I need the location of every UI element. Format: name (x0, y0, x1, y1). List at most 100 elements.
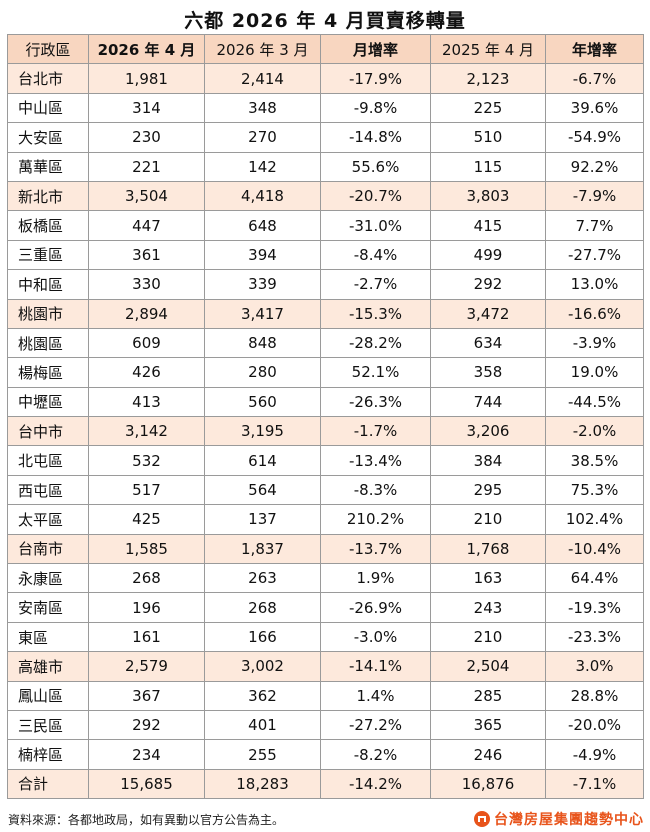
apr-2026-value: 413 (88, 386, 205, 418)
transfer-volume-table: 行政區 2026 年 4 月 2026 年 3 月 月增率 2025 年 4 月… (7, 33, 644, 800)
yoy-rate: 19.0% (545, 357, 644, 388)
table-row: 東區 161 166 -3.0% 210 -23.3% (7, 621, 644, 653)
apr-2026-value: 330 (88, 269, 205, 300)
apr-2026-value: 1,981 (88, 63, 205, 94)
apr-2026-value: 3,142 (88, 416, 205, 447)
district-name: 楊梅區 (7, 357, 89, 388)
table-row: 台中市 3,142 3,195 -1.7% 3,206 -2.0% (7, 416, 644, 447)
mar-2026-value: 339 (204, 269, 321, 300)
mar-2026-value: 18,283 (204, 768, 321, 800)
mar-2026-value: 3,417 (204, 298, 321, 329)
apr-2025-value: 295 (430, 474, 546, 506)
table-header-row: 行政區 2026 年 4 月 2026 年 3 月 月增率 2025 年 4 月… (7, 33, 644, 65)
yoy-rate: -7.9% (545, 180, 644, 212)
header-district: 行政區 (7, 33, 89, 65)
table-row: 桃園市 2,894 3,417 -15.3% 3,472 -16.6% (7, 298, 644, 329)
apr-2026-value: 2,894 (88, 298, 205, 329)
apr-2026-value: 2,579 (88, 651, 205, 682)
mar-2026-value: 137 (204, 504, 321, 535)
apr-2025-value: 358 (430, 357, 546, 388)
header-mom-rate: 月增率 (320, 33, 431, 65)
apr-2025-value: 3,206 (430, 416, 546, 447)
yoy-rate: -23.3% (545, 621, 644, 653)
district-name: 永康區 (7, 563, 89, 594)
mar-2026-value: 564 (204, 474, 321, 506)
apr-2025-value: 163 (430, 563, 546, 594)
apr-2026-value: 230 (88, 122, 205, 153)
apr-2025-value: 225 (430, 92, 546, 124)
yoy-rate: -4.9% (545, 739, 644, 770)
brand-name: 台灣房屋集團趨勢中心 (494, 812, 644, 828)
table-row: 三民區 292 401 -27.2% 365 -20.0% (7, 709, 644, 741)
mom-rate: 1.4% (320, 680, 431, 711)
district-name: 萬華區 (7, 151, 89, 182)
yoy-rate: 102.4% (545, 504, 644, 535)
apr-2026-value: 532 (88, 445, 205, 476)
table-row: 板橋區 447 648 -31.0% 415 7.7% (7, 210, 644, 241)
yoy-rate: 3.0% (545, 651, 644, 682)
district-name: 高雄市 (7, 651, 89, 682)
table-row: 中和區 330 339 -2.7% 292 13.0% (7, 269, 644, 300)
mom-rate: -28.2% (320, 327, 431, 359)
apr-2025-value: 2,504 (430, 651, 546, 682)
district-name: 太平區 (7, 504, 89, 535)
yoy-rate: 64.4% (545, 563, 644, 594)
mar-2026-value: 401 (204, 709, 321, 741)
mom-rate: 55.6% (320, 151, 431, 182)
mom-rate: -13.7% (320, 533, 431, 565)
yoy-rate: -7.1% (545, 768, 644, 800)
apr-2025-value: 210 (430, 621, 546, 653)
source-note: 資料來源：各都地政局，如有異動以官方公告為主。 (8, 813, 285, 827)
mom-rate: -26.9% (320, 592, 431, 623)
apr-2025-value: 115 (430, 151, 546, 182)
mom-rate: -31.0% (320, 210, 431, 241)
table-row: 中壢區 413 560 -26.3% 744 -44.5% (7, 386, 644, 418)
table-row: 合計 15,685 18,283 -14.2% 16,876 -7.1% (7, 768, 644, 800)
mar-2026-value: 280 (204, 357, 321, 388)
mar-2026-value: 348 (204, 92, 321, 124)
header-apr-2025: 2025 年 4 月 (430, 33, 546, 65)
mom-rate: -8.2% (320, 739, 431, 770)
apr-2025-value: 246 (430, 739, 546, 770)
apr-2026-value: 268 (88, 563, 205, 594)
district-name: 新北市 (7, 180, 89, 212)
apr-2025-value: 285 (430, 680, 546, 711)
table-row: 西屯區 517 564 -8.3% 295 75.3% (7, 474, 644, 506)
apr-2025-value: 243 (430, 592, 546, 623)
mar-2026-value: 4,418 (204, 180, 321, 212)
mar-2026-value: 560 (204, 386, 321, 418)
apr-2026-value: 161 (88, 621, 205, 653)
yoy-rate: -3.9% (545, 327, 644, 359)
table-row: 永康區 268 263 1.9% 163 64.4% (7, 563, 644, 594)
yoy-rate: -19.3% (545, 592, 644, 623)
district-name: 三重區 (7, 239, 89, 271)
header-apr-2026: 2026 年 4 月 (88, 33, 205, 65)
district-name: 中壢區 (7, 386, 89, 418)
mar-2026-value: 2,414 (204, 63, 321, 94)
apr-2026-value: 234 (88, 739, 205, 770)
district-name: 台北市 (7, 63, 89, 94)
header-yoy-rate: 年增率 (545, 33, 644, 65)
apr-2026-value: 1,585 (88, 533, 205, 565)
mom-rate: -14.2% (320, 768, 431, 800)
apr-2025-value: 1,768 (430, 533, 546, 565)
mar-2026-value: 362 (204, 680, 321, 711)
yoy-rate: -2.0% (545, 416, 644, 447)
district-name: 大安區 (7, 122, 89, 153)
table-row: 楊梅區 426 280 52.1% 358 19.0% (7, 357, 644, 388)
district-name: 桃園市 (7, 298, 89, 329)
table-row: 太平區 425 137 210.2% 210 102.4% (7, 504, 644, 535)
mar-2026-value: 848 (204, 327, 321, 359)
mar-2026-value: 255 (204, 739, 321, 770)
mom-rate: -26.3% (320, 386, 431, 418)
district-name: 台中市 (7, 416, 89, 447)
table-row: 中山區 314 348 -9.8% 225 39.6% (7, 92, 644, 124)
table-row: 安南區 196 268 -26.9% 243 -19.3% (7, 592, 644, 623)
table-row: 三重區 361 394 -8.4% 499 -27.7% (7, 239, 644, 271)
mom-rate: -8.3% (320, 474, 431, 506)
district-name: 三民區 (7, 709, 89, 741)
yoy-rate: -44.5% (545, 386, 644, 418)
mom-rate: -1.7% (320, 416, 431, 447)
yoy-rate: 38.5% (545, 445, 644, 476)
apr-2025-value: 499 (430, 239, 546, 271)
